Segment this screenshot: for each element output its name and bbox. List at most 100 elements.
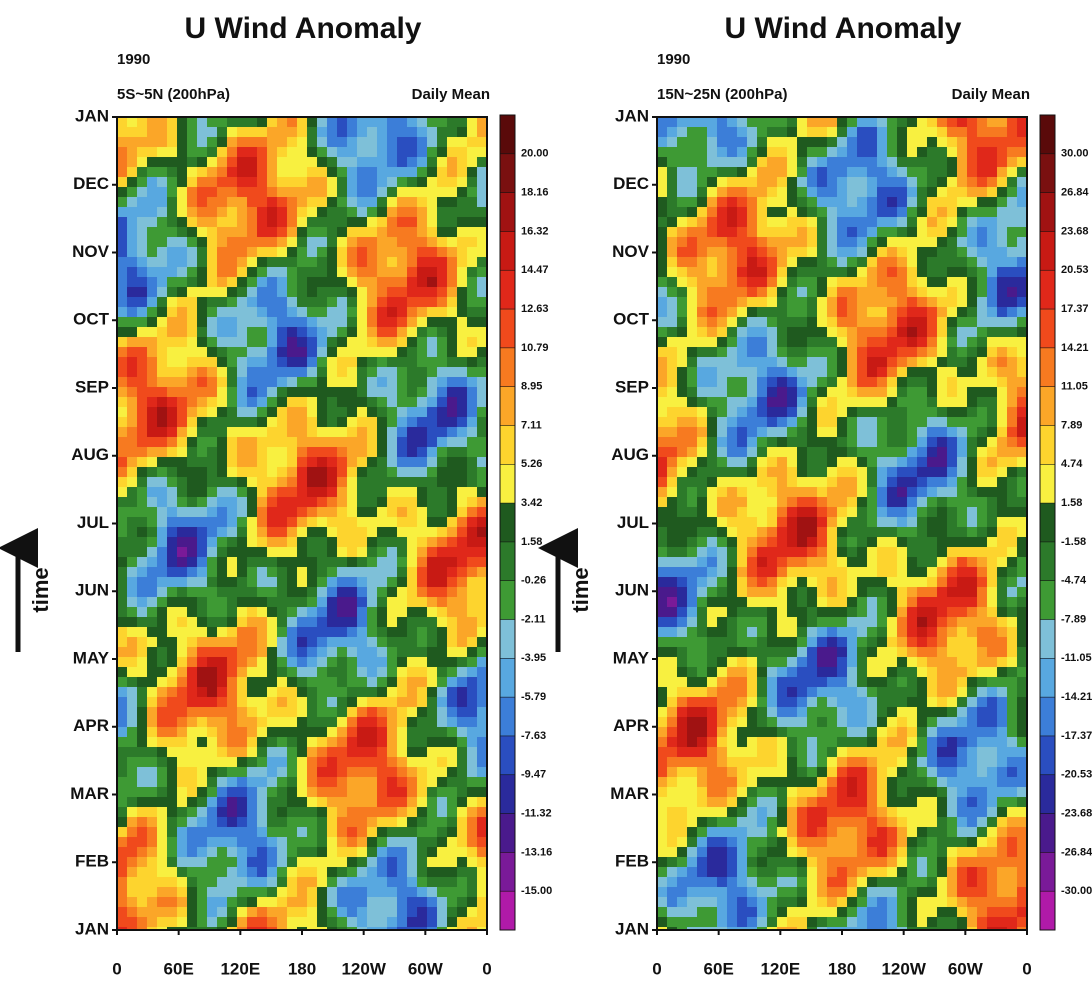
field-cell <box>127 317 137 327</box>
field-cell <box>237 517 247 527</box>
field-cell <box>217 787 227 797</box>
field-cell <box>927 357 937 367</box>
field-cell <box>187 657 197 667</box>
field-cell <box>837 187 847 197</box>
field-cell <box>417 737 427 747</box>
field-cell <box>317 837 327 847</box>
field-cell <box>247 827 257 837</box>
field-cell <box>297 137 307 147</box>
field-cell <box>997 127 1007 137</box>
field-cell <box>357 897 367 907</box>
field-cell <box>437 167 447 177</box>
field-cell <box>437 827 447 837</box>
field-cell <box>297 567 307 577</box>
field-cell <box>827 377 837 387</box>
field-cell <box>177 717 187 727</box>
field-cell <box>367 757 377 767</box>
field-cell <box>287 727 297 737</box>
field-cell <box>967 527 977 537</box>
field-cell <box>987 347 997 357</box>
field-cell <box>427 647 437 657</box>
field-cell <box>797 237 807 247</box>
y-tick-label: JUL <box>77 513 109 532</box>
field-cell <box>467 257 477 267</box>
field-cell <box>1017 597 1027 607</box>
field-cell <box>177 837 187 847</box>
field-cell <box>447 667 457 677</box>
field-cell <box>317 507 327 517</box>
field-cell <box>787 427 797 437</box>
field-cell <box>377 627 387 637</box>
field-cell <box>177 257 187 267</box>
field-cell <box>697 327 707 337</box>
field-cell <box>427 307 437 317</box>
field-cell <box>187 787 197 797</box>
field-cell <box>907 167 917 177</box>
field-cell <box>187 647 197 657</box>
field-cell <box>387 907 397 917</box>
field-cell <box>837 497 847 507</box>
field-cell <box>707 467 717 477</box>
field-cell <box>197 807 207 817</box>
field-cell <box>797 487 807 497</box>
field-cell <box>137 207 147 217</box>
field-cell <box>317 477 327 487</box>
field-cell <box>187 797 197 807</box>
field-cell <box>307 847 317 857</box>
field-cell <box>457 727 467 737</box>
field-cell <box>237 507 247 517</box>
field-cell <box>667 337 677 347</box>
field-cell <box>807 137 817 147</box>
field-cell <box>417 147 427 157</box>
field-cell <box>127 777 137 787</box>
field-cell <box>797 287 807 297</box>
field-cell <box>437 737 447 747</box>
field-cell <box>187 827 197 837</box>
field-cell <box>227 487 237 497</box>
field-cell <box>147 817 157 827</box>
field-cell <box>467 897 477 907</box>
field-cell <box>187 327 197 337</box>
field-cell <box>727 227 737 237</box>
field-cell <box>677 157 687 167</box>
field-cell <box>827 287 837 297</box>
field-cell <box>807 437 817 447</box>
field-cell <box>417 377 427 387</box>
field-cell <box>217 327 227 337</box>
field-cell <box>207 607 217 617</box>
field-cell <box>367 357 377 367</box>
field-cell <box>1017 177 1027 187</box>
field-cell <box>797 257 807 267</box>
field-cell <box>187 817 197 827</box>
field-cell <box>327 667 337 677</box>
field-cell <box>877 447 887 457</box>
field-cell <box>887 607 897 617</box>
field-cell <box>477 727 487 737</box>
field-cell <box>907 417 917 427</box>
field-cell <box>337 247 347 257</box>
field-cell <box>447 367 457 377</box>
field-cell <box>227 397 237 407</box>
field-cell <box>827 607 837 617</box>
field-cell <box>1007 397 1017 407</box>
field-cell <box>847 557 857 567</box>
field-cell <box>667 397 677 407</box>
field-cell <box>317 747 327 757</box>
field-cell <box>447 397 457 407</box>
field-cell <box>697 577 707 587</box>
field-cell <box>277 877 287 887</box>
field-cell <box>847 327 857 337</box>
field-cell <box>437 277 447 287</box>
field-cell <box>157 127 167 137</box>
field-cell <box>277 147 287 157</box>
field-cell <box>817 137 827 147</box>
field-cell <box>857 187 867 197</box>
colorbar-swatch <box>500 658 515 697</box>
field-cell <box>467 697 477 707</box>
field-cell <box>387 307 397 317</box>
field-cell <box>677 357 687 367</box>
field-cell <box>217 677 227 687</box>
field-cell <box>277 557 287 567</box>
field-cell <box>387 277 397 287</box>
field-cell <box>187 277 197 287</box>
